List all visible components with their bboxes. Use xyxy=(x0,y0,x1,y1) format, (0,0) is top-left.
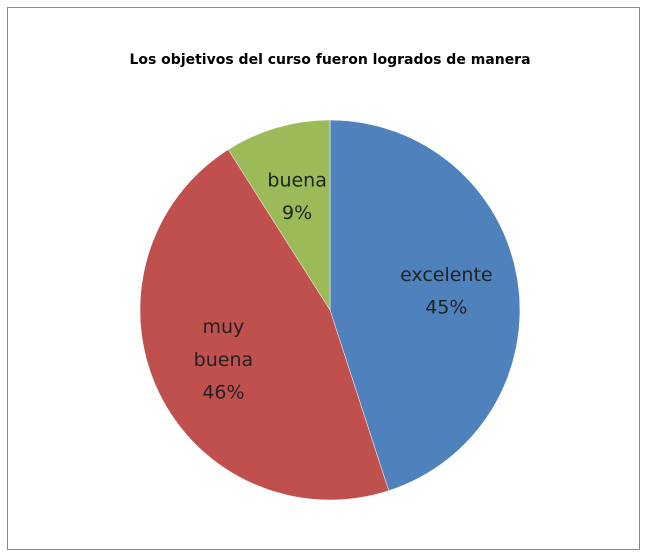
value-label: 9% xyxy=(282,202,312,224)
slice-label: buena xyxy=(267,169,326,191)
value-label: 45% xyxy=(425,297,467,319)
label-line: buena xyxy=(194,349,253,371)
slice-label: muy buena xyxy=(194,316,253,371)
pie-slice xyxy=(227,119,331,311)
slice-label: excelente xyxy=(400,264,493,286)
value-label: 46% xyxy=(202,382,244,404)
label-line: excelente xyxy=(400,264,493,286)
chart-title: Los objetivos del curso fueron logrados … xyxy=(129,52,530,68)
label-line: buena xyxy=(267,169,326,191)
label-line: muy xyxy=(203,316,245,338)
pie-slice xyxy=(329,119,521,492)
pie-slice xyxy=(139,149,390,501)
